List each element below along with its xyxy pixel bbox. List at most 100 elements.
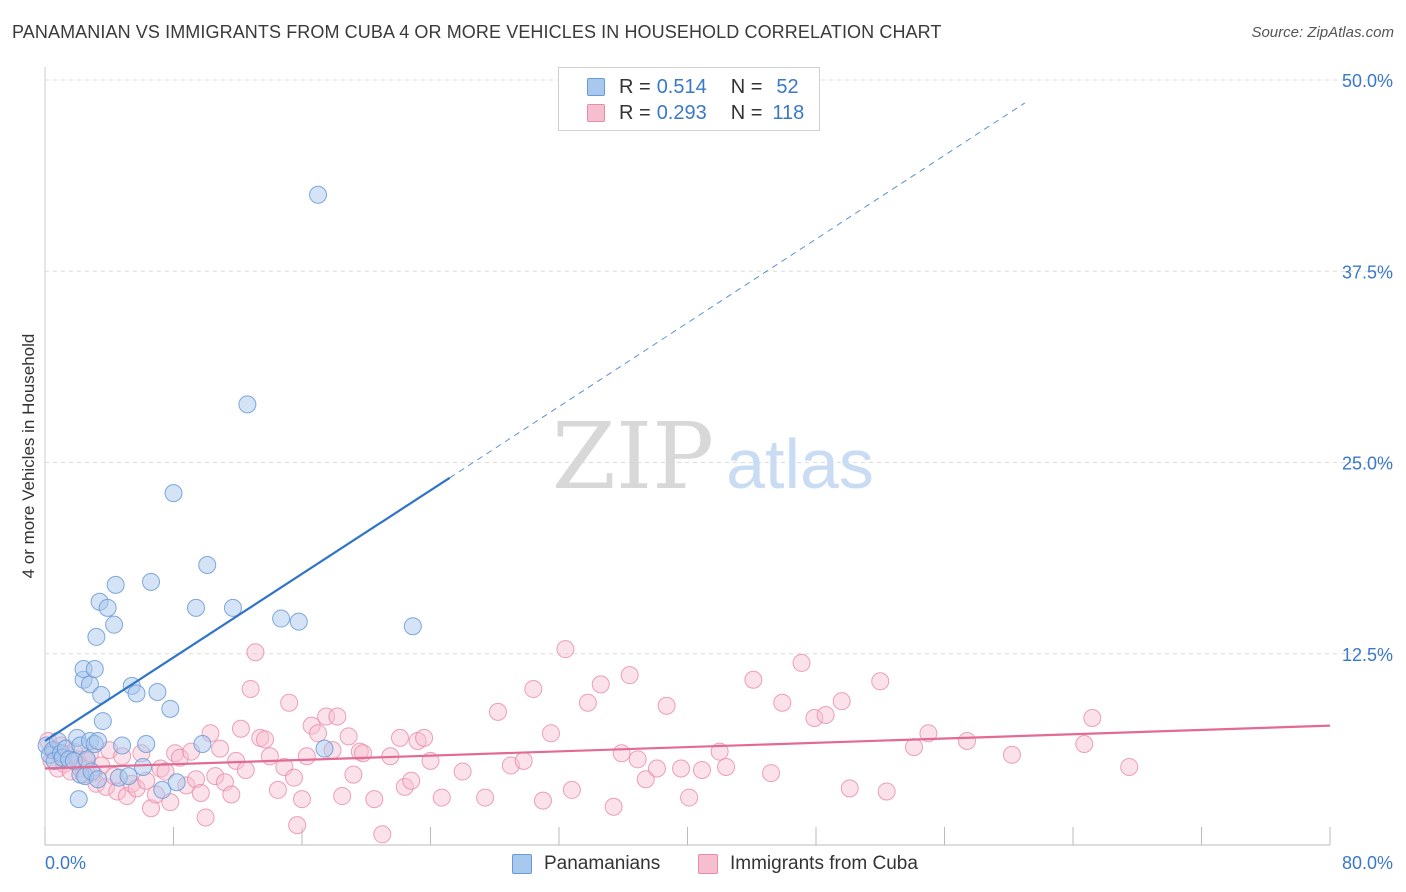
data-point-cuba xyxy=(647,759,666,778)
y-tick-label: 50.0% xyxy=(1342,71,1393,91)
data-point-panamanian xyxy=(315,739,334,758)
data-point-cuba xyxy=(620,666,639,685)
data-point-panamanian xyxy=(198,556,217,575)
data-point-cuba xyxy=(773,693,792,712)
y-axis-title: 4 or more Vehicles in Household xyxy=(19,334,38,579)
data-point-panamanian xyxy=(161,699,180,718)
data-point-cuba xyxy=(816,705,835,724)
data-point-cuba xyxy=(402,771,421,790)
data-point-panamanian xyxy=(186,598,205,617)
bottom-legend-panamanians[interactable]: Panamanians xyxy=(512,852,660,876)
legend-row-cuba: R = 0.293 N = 118 xyxy=(587,101,804,125)
data-point-cuba xyxy=(1002,745,1021,764)
data-point-cuba xyxy=(744,670,763,689)
bottom-legend-cuba[interactable]: Immigrants from Cuba xyxy=(698,852,918,876)
data-point-cuba xyxy=(365,790,384,809)
data-point-cuba xyxy=(142,799,161,818)
data-point-cuba xyxy=(328,707,347,726)
data-point-cuba xyxy=(612,744,631,763)
data-point-cuba xyxy=(604,797,623,816)
x-tick-label-min: 0.0% xyxy=(45,853,86,873)
trend-line-panamanians xyxy=(44,476,451,742)
data-point-cuba xyxy=(333,787,352,806)
data-point-cuba xyxy=(1120,757,1139,776)
data-point-cuba xyxy=(514,751,533,770)
data-point-cuba xyxy=(562,780,581,799)
data-point-cuba xyxy=(297,747,316,766)
data-point-panamanian xyxy=(272,609,291,628)
data-point-panamanian xyxy=(133,757,152,776)
data-point-panamanian xyxy=(113,736,132,755)
data-point-cuba xyxy=(350,742,369,761)
data-point-cuba xyxy=(805,709,824,728)
data-point-panamanian xyxy=(119,767,138,786)
data-point-panamanian xyxy=(127,684,146,703)
data-point-panamanian xyxy=(142,572,161,591)
y-tick-label: 37.5% xyxy=(1342,262,1393,282)
data-point-cuba xyxy=(792,653,811,672)
legend-swatch-blue xyxy=(587,78,605,96)
data-point-panamanian xyxy=(193,735,212,754)
data-point-panamanian xyxy=(93,712,112,731)
data-point-cuba xyxy=(222,785,241,804)
data-point-cuba xyxy=(904,738,923,757)
trend-line-panamanians-extension xyxy=(449,102,1026,479)
data-point-cuba xyxy=(710,742,729,761)
data-point-cuba xyxy=(840,779,859,798)
correlation-legend: R = 0.514 N = 52 R = 0.293 N = 118 xyxy=(558,67,820,131)
data-point-cuba xyxy=(280,693,299,712)
data-point-panamanian xyxy=(238,395,257,414)
data-point-cuba xyxy=(196,808,215,827)
watermark-zip: ZIP xyxy=(552,403,714,510)
data-point-cuba xyxy=(231,719,250,738)
data-point-panamanian xyxy=(87,627,106,646)
legend-r-value: 0.514 xyxy=(656,75,707,98)
data-point-panamanian xyxy=(85,660,104,679)
legend-r-label: R = xyxy=(619,75,651,98)
data-point-cuba xyxy=(533,791,552,810)
data-point-panamanian xyxy=(403,617,422,636)
data-point-cuba xyxy=(390,728,409,747)
data-point-cuba xyxy=(717,757,736,776)
y-tick-label: 25.0% xyxy=(1342,454,1393,474)
data-point-panamanian xyxy=(105,615,124,634)
data-point-cuba xyxy=(191,783,210,802)
data-point-cuba xyxy=(206,767,225,786)
data-point-cuba xyxy=(524,679,543,698)
legend-label: Panamanians xyxy=(544,853,661,874)
data-point-cuba xyxy=(1083,709,1102,728)
legend-n-value: 52 xyxy=(776,75,799,98)
data-point-cuba xyxy=(488,702,507,721)
data-point-panamanian xyxy=(89,770,108,789)
data-point-cuba xyxy=(241,679,260,698)
data-point-cuba xyxy=(293,790,311,809)
data-point-panamanian xyxy=(148,683,167,701)
data-point-cuba xyxy=(186,770,205,789)
legend-row-panamanians: R = 0.514 N = 52 xyxy=(587,75,799,99)
legend-n-label: N = xyxy=(730,101,763,124)
data-point-cuba xyxy=(919,724,938,743)
data-point-panamanian xyxy=(106,575,125,594)
data-point-cuba xyxy=(591,675,610,694)
data-point-panamanian xyxy=(69,790,88,809)
y-tick-label: 12.5% xyxy=(1342,645,1393,665)
legend-swatch-blue xyxy=(512,854,532,874)
data-point-cuba xyxy=(256,730,275,749)
data-point-cuba xyxy=(211,739,230,758)
data-point-cuba xyxy=(288,816,307,835)
data-point-panamanian xyxy=(89,731,108,750)
data-point-cuba xyxy=(957,731,976,750)
legend-swatch-pink xyxy=(587,104,605,122)
grid xyxy=(45,79,1392,655)
data-point-panamanian xyxy=(289,612,308,631)
legend-label: Immigrants from Cuba xyxy=(730,853,918,874)
data-point-cuba xyxy=(344,765,363,784)
data-point-cuba xyxy=(415,728,434,747)
series-panamanians xyxy=(37,185,422,809)
data-point-panamanian xyxy=(309,185,328,204)
data-point-cuba xyxy=(373,825,392,844)
trend-line-cuba xyxy=(44,724,1331,770)
data-point-cuba xyxy=(578,693,597,712)
data-point-cuba xyxy=(339,727,358,746)
data-point-cuba xyxy=(832,692,851,711)
